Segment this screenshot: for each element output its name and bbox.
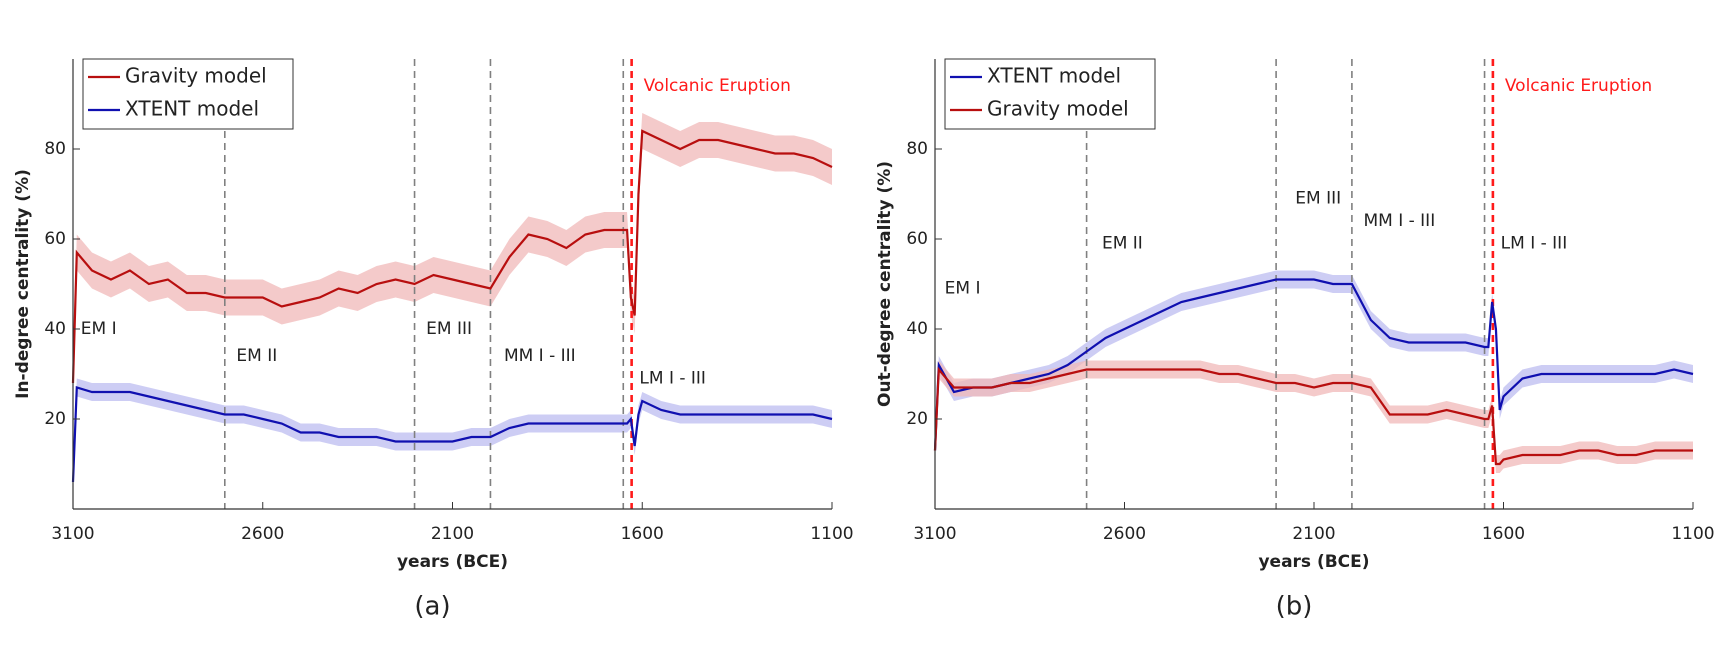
y-tick-label: 20 bbox=[906, 409, 928, 429]
x-tick-label: 2600 bbox=[241, 524, 284, 544]
y-axis-label: Out-degree centrality (%) bbox=[875, 161, 895, 407]
x-tick-label: 1100 bbox=[1671, 524, 1714, 544]
x-tick-label: 1100 bbox=[810, 524, 853, 544]
series-line bbox=[71, 129, 833, 384]
y-axis-label: In-degree centrality (%) bbox=[13, 169, 33, 399]
period-label: MM I - III bbox=[504, 346, 576, 366]
legend-label: XTENT model bbox=[987, 64, 1121, 88]
series-line bbox=[71, 386, 833, 483]
legend-label: Gravity model bbox=[987, 97, 1129, 121]
period-label: EM III bbox=[1295, 189, 1341, 209]
period-label: EM I bbox=[945, 279, 981, 299]
period-label: EM II bbox=[1102, 234, 1143, 254]
y-tick-label: 80 bbox=[906, 139, 928, 159]
period-label: EM III bbox=[426, 319, 472, 339]
y-tick-label: 60 bbox=[906, 229, 928, 249]
x-tick-label: 1600 bbox=[1482, 524, 1525, 544]
period-label: LM I - III bbox=[639, 369, 706, 389]
y-tick-label: 20 bbox=[44, 409, 66, 429]
period-label: EM II bbox=[236, 346, 277, 366]
confidence-band bbox=[935, 270, 1693, 460]
y-tick-label: 40 bbox=[906, 319, 928, 339]
y-tick-label: 60 bbox=[44, 229, 66, 249]
confidence-band bbox=[73, 378, 832, 491]
eruption-label: Volcanic Eruption bbox=[644, 76, 791, 96]
period-label: MM I - III bbox=[1363, 211, 1435, 231]
confidence-band bbox=[73, 113, 832, 401]
panel: Volcanic Eruption EM I EM II EM III MM I - I… bbox=[875, 58, 1715, 622]
period-label: LM I - III bbox=[1501, 234, 1568, 254]
confidence-band bbox=[935, 360, 1693, 473]
legend-box bbox=[82, 58, 294, 130]
panel: Volcanic Eruption EM I EM II EM III MM I - I… bbox=[13, 58, 854, 622]
x-tick-label: 3100 bbox=[913, 524, 956, 544]
series-line bbox=[933, 278, 1694, 451]
x-tick-label: 1600 bbox=[621, 524, 664, 544]
x-axis-label: years (BCE) bbox=[397, 552, 508, 572]
x-tick-label: 2100 bbox=[1292, 524, 1335, 544]
y-tick-label: 80 bbox=[44, 139, 66, 159]
y-tick-label: 40 bbox=[44, 319, 66, 339]
legend-label: XTENT model bbox=[125, 97, 259, 121]
x-tick-label: 2100 bbox=[431, 524, 474, 544]
legend-label: Gravity model bbox=[125, 64, 267, 88]
eruption-label: Volcanic Eruption bbox=[1505, 76, 1652, 96]
period-label: EM I bbox=[81, 319, 117, 339]
x-tick-label: 2600 bbox=[1103, 524, 1146, 544]
caption: (b) bbox=[1276, 592, 1313, 622]
x-axis-label: years (BCE) bbox=[1258, 552, 1369, 572]
caption: (a) bbox=[414, 592, 450, 622]
legend-box bbox=[944, 58, 1156, 130]
x-tick-label: 3100 bbox=[51, 524, 94, 544]
series-line bbox=[933, 366, 1693, 466]
